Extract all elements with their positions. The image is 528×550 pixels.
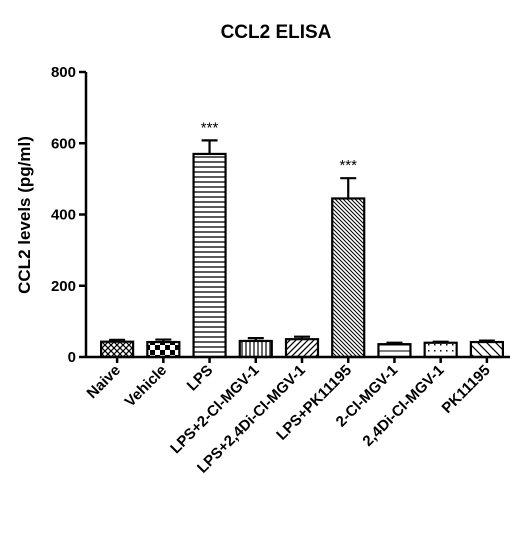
y-tick-label: 0 <box>68 349 76 366</box>
bar <box>423 341 458 359</box>
x-tick-label: PK11195 <box>439 362 494 417</box>
bar <box>100 340 135 359</box>
bar <box>377 343 412 359</box>
y-tick-label: 800 <box>51 64 76 81</box>
x-tick-label: Naive <box>84 362 124 402</box>
bar <box>192 152 227 359</box>
bar <box>284 338 320 359</box>
y-axis: 0 200 400 600 800 <box>51 64 88 366</box>
y-axis-label: CCL2 levels (pg/ml) <box>15 136 34 294</box>
y-tick-label: 400 <box>51 207 76 224</box>
significance-label: *** <box>339 157 357 174</box>
x-tick-label: Vehicle <box>122 362 171 411</box>
y-tick-label: 200 <box>51 278 76 295</box>
bar <box>146 340 181 359</box>
chart-title: CCL2 ELISA <box>221 22 332 43</box>
bars: *** *** <box>100 119 504 359</box>
x-tick-label: 2,4Di-Cl-MGV-1 <box>359 362 447 450</box>
x-tick-label: LPS <box>184 362 217 395</box>
y-tick-label: 600 <box>51 135 76 152</box>
bar <box>331 197 366 359</box>
bar <box>469 340 504 359</box>
bar <box>238 339 273 359</box>
significance-label: *** <box>201 119 219 136</box>
